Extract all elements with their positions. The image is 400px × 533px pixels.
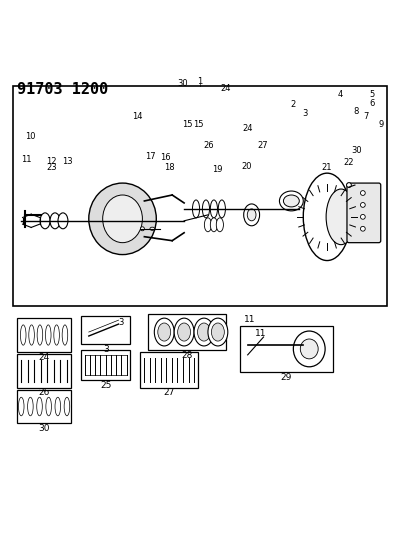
Text: 3: 3 [103, 345, 109, 354]
Ellipse shape [178, 323, 190, 341]
Ellipse shape [37, 397, 42, 416]
Text: 5: 5 [369, 91, 375, 99]
Ellipse shape [218, 200, 226, 218]
Text: 12: 12 [46, 157, 57, 166]
Text: 7: 7 [363, 112, 368, 121]
Ellipse shape [103, 195, 142, 243]
Ellipse shape [28, 397, 33, 416]
Ellipse shape [62, 325, 68, 345]
Ellipse shape [204, 218, 212, 232]
Ellipse shape [158, 323, 171, 341]
Ellipse shape [247, 209, 256, 221]
Text: 11: 11 [244, 315, 256, 324]
Text: 10: 10 [25, 132, 36, 141]
Text: 9: 9 [378, 120, 383, 129]
Ellipse shape [326, 189, 356, 245]
Bar [240, 326, 333, 372]
Bar [17, 354, 71, 387]
Ellipse shape [89, 183, 156, 255]
Text: 26: 26 [204, 141, 214, 150]
Ellipse shape [360, 214, 365, 219]
Text: 28: 28 [181, 351, 192, 360]
Text: 1: 1 [197, 77, 203, 86]
Ellipse shape [284, 195, 299, 207]
Ellipse shape [212, 323, 224, 341]
Ellipse shape [154, 318, 174, 346]
Text: 20: 20 [242, 162, 252, 171]
Text: 27: 27 [164, 389, 175, 398]
Text: 24: 24 [38, 353, 50, 362]
Text: 16: 16 [160, 153, 171, 161]
FancyBboxPatch shape [347, 183, 381, 243]
Bar [17, 318, 71, 352]
Ellipse shape [46, 397, 52, 416]
Text: 22: 22 [343, 158, 354, 167]
Text: 15: 15 [194, 120, 204, 129]
Text: 21: 21 [321, 164, 332, 173]
Ellipse shape [50, 213, 60, 229]
Bar [81, 350, 130, 379]
Bar [13, 86, 387, 306]
Text: 18: 18 [164, 164, 175, 173]
Text: 23: 23 [46, 164, 57, 173]
Text: 8: 8 [354, 108, 359, 117]
Text: 3: 3 [302, 109, 308, 118]
Ellipse shape [194, 318, 214, 346]
Ellipse shape [216, 218, 224, 232]
Ellipse shape [360, 203, 365, 207]
Text: 19: 19 [212, 165, 222, 174]
Text: 3: 3 [118, 318, 123, 327]
Ellipse shape [300, 339, 318, 359]
Text: 25: 25 [100, 381, 112, 390]
Ellipse shape [54, 325, 59, 345]
Text: 30: 30 [177, 79, 188, 88]
Text: 13: 13 [62, 157, 72, 166]
Ellipse shape [198, 323, 210, 341]
Ellipse shape [46, 325, 51, 345]
Ellipse shape [202, 200, 210, 218]
Ellipse shape [210, 218, 218, 232]
Ellipse shape [20, 325, 26, 345]
Text: 6: 6 [369, 99, 375, 108]
Text: 24: 24 [242, 124, 253, 133]
Ellipse shape [210, 200, 218, 218]
Ellipse shape [40, 213, 50, 229]
Text: 26: 26 [38, 389, 50, 398]
Text: 29: 29 [280, 373, 292, 382]
Ellipse shape [18, 397, 24, 416]
Text: 91703 1200: 91703 1200 [17, 82, 108, 97]
Ellipse shape [360, 227, 365, 231]
Ellipse shape [293, 331, 325, 367]
Text: 15: 15 [182, 120, 192, 129]
Text: 17: 17 [145, 151, 156, 160]
Bar [148, 314, 226, 350]
Text: 11: 11 [255, 329, 266, 338]
Text: 30: 30 [38, 424, 50, 433]
Bar [140, 352, 198, 387]
Text: 27: 27 [258, 141, 268, 150]
Ellipse shape [64, 397, 70, 416]
Ellipse shape [29, 325, 34, 345]
Text: 2: 2 [291, 100, 296, 109]
Ellipse shape [55, 397, 60, 416]
Ellipse shape [360, 191, 365, 196]
Text: 11: 11 [21, 155, 31, 164]
Ellipse shape [37, 325, 43, 345]
Ellipse shape [192, 200, 200, 218]
Ellipse shape [58, 213, 68, 229]
Bar [17, 390, 71, 423]
Ellipse shape [208, 318, 228, 346]
Text: 30: 30 [352, 146, 362, 155]
Bar [81, 316, 130, 344]
Ellipse shape [150, 227, 155, 230]
Ellipse shape [280, 191, 303, 211]
Text: 24: 24 [220, 84, 231, 93]
Ellipse shape [303, 173, 351, 261]
Text: 14: 14 [132, 112, 142, 121]
Ellipse shape [346, 183, 351, 188]
Ellipse shape [244, 204, 260, 226]
Ellipse shape [140, 227, 144, 231]
Text: 4: 4 [338, 91, 343, 99]
Ellipse shape [174, 318, 194, 346]
